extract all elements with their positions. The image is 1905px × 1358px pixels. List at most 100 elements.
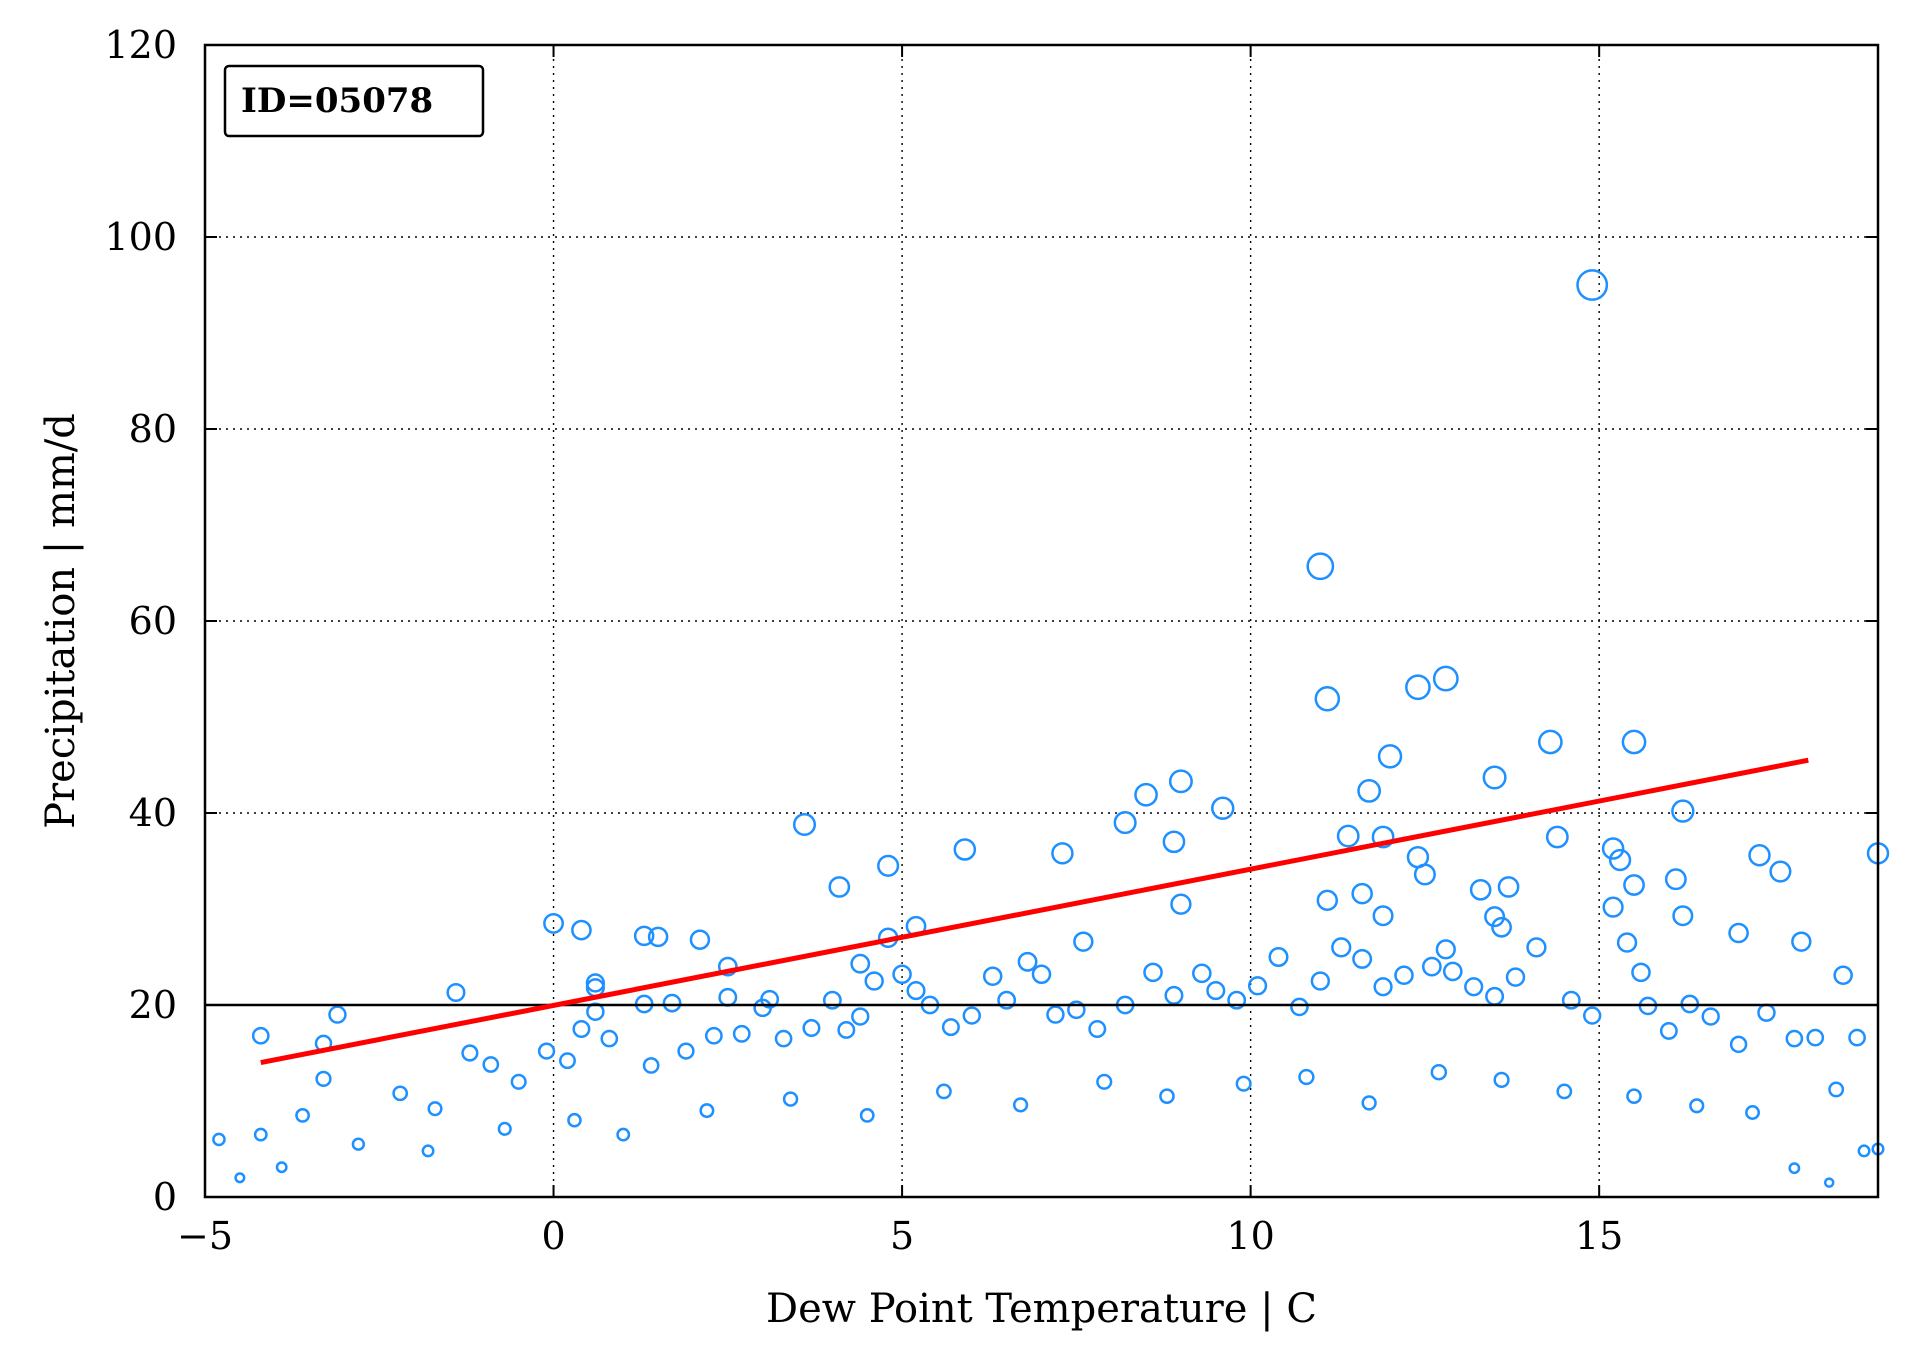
data-point [616,1127,631,1142]
y-tick-label: 40 [129,791,177,835]
data-point [877,854,900,877]
data-point [427,1101,443,1117]
data-point [1689,1098,1705,1114]
y-tick-label: 0 [153,1175,177,1219]
data-point [543,912,564,934]
data-point [1377,744,1403,769]
data-point [1833,965,1853,985]
data-point [997,990,1017,1010]
data-point [1017,951,1038,972]
data-point [1576,269,1609,301]
data-point [633,925,655,947]
data-point [859,1108,875,1123]
data-point [1828,1081,1845,1098]
data-point [1561,990,1581,1010]
data-point [699,1103,715,1119]
data-point [774,1029,793,1048]
data-point [822,990,842,1010]
data-point [1484,906,1506,928]
data-point [1168,769,1193,794]
data-point [642,1057,660,1074]
data-point [1621,729,1647,755]
x-tick-label: 15 [1575,1214,1623,1258]
data-point [1211,796,1235,820]
data-point [782,1091,799,1107]
y-tick-label: 80 [129,407,177,451]
data-point [497,1121,512,1136]
data-point [906,981,926,1001]
data-point [1482,765,1507,790]
data-point [1290,997,1309,1017]
data-point [1096,1073,1113,1090]
data-point [953,838,977,861]
data-point [275,1161,288,1174]
data-point [1545,825,1569,849]
data-point [1505,967,1526,987]
data-point [1748,844,1771,867]
y-tick-label: 100 [104,215,177,259]
data-point [1306,552,1335,581]
data-point [1394,965,1414,985]
data-point [1361,1095,1377,1111]
data-point [1067,1000,1086,1020]
data-point [1268,947,1289,967]
data-point [1372,905,1394,927]
data-point [1159,1088,1175,1105]
x-tick-label: 0 [541,1214,565,1258]
data-point [571,919,592,941]
data-point [1497,876,1520,898]
data-point [1788,1162,1801,1175]
data-point [421,1144,435,1158]
data-point [753,998,772,1018]
data-point [1206,981,1226,1001]
y-tick-label: 20 [129,983,177,1027]
data-point [510,1073,527,1090]
data-point [1088,1020,1107,1038]
data-point [1602,896,1624,918]
data-point [482,1056,500,1073]
data-point [792,812,817,837]
data-point [837,1020,856,1039]
data-point [586,1002,605,1021]
data-point [1493,1071,1510,1088]
x-tick-label: 5 [890,1214,914,1258]
data-point [328,1005,347,1024]
data-point [351,1137,366,1151]
data-point [1745,1105,1760,1120]
x-axis-label: Dew Point Temperature | C [766,1286,1317,1332]
data-point [1073,931,1094,952]
y-tick-label: 120 [104,23,177,67]
fit-line [260,757,1809,1066]
x-tick-label: −5 [177,1214,233,1258]
data-point [936,1083,952,1100]
data-point [1031,964,1052,985]
data-point [962,1006,981,1025]
data-point [1791,931,1812,952]
x-tick-label: 10 [1226,1214,1274,1258]
data-point [1012,1097,1029,1113]
data-point [1664,868,1687,891]
data-point [1235,1075,1252,1092]
data-point [1143,962,1163,983]
data-point [1371,825,1395,849]
data-point [572,1020,591,1038]
data-point [1526,937,1547,958]
data-point [1672,905,1694,927]
data-point [537,1042,556,1060]
data-point [1357,779,1382,803]
id-annotation: ID=05078 [223,64,485,138]
data-point [1405,674,1431,701]
data-point [1432,665,1459,692]
data-point [717,956,738,977]
data-point [1430,1063,1448,1081]
data-point [1314,686,1341,712]
data-point [677,1042,695,1060]
id-annotation-box [223,64,485,138]
data-point [585,973,606,993]
data-point [567,1112,582,1128]
data-point [461,1044,479,1062]
data-point [234,1172,246,1184]
data-point [892,964,912,985]
